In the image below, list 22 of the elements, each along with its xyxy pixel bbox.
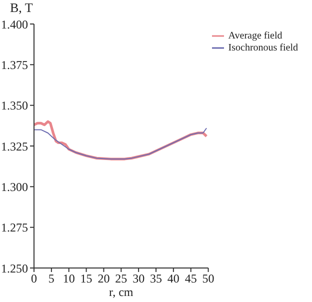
- x-tick-label: 40: [167, 272, 180, 286]
- x-tick-label: 25: [115, 272, 128, 286]
- legend-label: Isochronous field: [228, 42, 298, 54]
- x-tick-label: 50: [202, 272, 214, 286]
- y-tick-label: 1.300: [1, 180, 28, 194]
- y-tick-label: 1.400: [1, 17, 28, 32]
- y-tick-label: 1.350: [1, 98, 28, 113]
- x-tick-label: 0: [31, 272, 37, 286]
- legend-label: Average field: [228, 30, 282, 42]
- x-tick-label: 35: [150, 272, 162, 286]
- x-tick-label: 15: [80, 272, 92, 286]
- y-axis-title: B, T: [10, 0, 33, 16]
- x-tick-label: 10: [62, 272, 75, 286]
- x-tick-label: 5: [48, 272, 54, 286]
- y-tick-label: 1.375: [1, 58, 28, 72]
- x-tick-label: 45: [184, 272, 197, 286]
- x-tick-label: 30: [132, 272, 145, 286]
- y-tick-label: 1.275: [1, 220, 28, 235]
- y-tick-label: 1.250: [1, 261, 28, 276]
- x-tick-label: 20: [98, 272, 110, 286]
- y-tick-label: 1.325: [1, 139, 28, 154]
- x-axis-title: r, cm: [109, 285, 134, 299]
